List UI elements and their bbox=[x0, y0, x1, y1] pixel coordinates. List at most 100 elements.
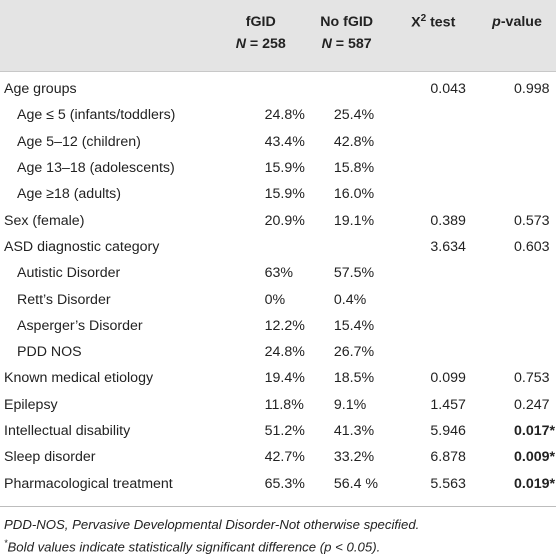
table-body: Age groups 0.043 0.998 Age ≤ 5 (infants/tod… bbox=[0, 72, 556, 497]
cell-x2 bbox=[388, 313, 478, 339]
cell-x2: 0.043 bbox=[430, 81, 466, 98]
cell-fgid: 15.9% bbox=[264, 160, 305, 177]
row-label: ASD diagnostic category bbox=[4, 238, 160, 255]
cell-p-value bbox=[478, 313, 556, 339]
cell-p-value: 0.573 bbox=[514, 212, 550, 229]
cell-x2: 3.634 bbox=[430, 238, 466, 255]
cell-x2 bbox=[388, 102, 478, 128]
cell-p-value bbox=[478, 129, 556, 155]
cell-p-value: 0.998 bbox=[514, 81, 550, 98]
comparison-table: fGID No fGID X2 test p-value N = 258 N =… bbox=[0, 0, 556, 497]
cell-fgid: 12.2% bbox=[264, 317, 305, 334]
cell-p-value bbox=[478, 286, 556, 312]
cell-no-fgid: 26.7% bbox=[333, 344, 375, 361]
header-fgid-n: N = 258 bbox=[235, 36, 286, 52]
cell-no-fgid: 25.4% bbox=[333, 107, 375, 124]
cell-x2: 0.099 bbox=[430, 370, 466, 387]
table-row: ASD diagnostic category 3.634 0.603 bbox=[0, 234, 556, 260]
row-label: Age ≤ 5 (infants/toddlers) bbox=[17, 107, 176, 124]
row-label: PDD NOS bbox=[17, 344, 82, 361]
row-label: Autistic Disorder bbox=[17, 265, 121, 282]
header-p-value: p-value bbox=[492, 14, 542, 30]
cell-fgid: 65.3% bbox=[264, 475, 305, 492]
table-row: Autistic Disorder 63% 57.5% bbox=[0, 260, 556, 286]
cell-p-value: 0.017* bbox=[514, 423, 556, 439]
cell-fgid: 51.2% bbox=[264, 423, 305, 439]
table-row: Age groups 0.043 0.998 bbox=[0, 72, 556, 103]
cell-fgid: 24.8% bbox=[264, 344, 305, 361]
cell-p-value bbox=[478, 181, 556, 207]
cell-p-value: 0.019* bbox=[514, 475, 556, 492]
cell-fgid: 15.9% bbox=[264, 186, 305, 203]
table-row: Asperger’s Disorder 12.2% 15.4% bbox=[0, 313, 556, 339]
row-label: Age ≥18 (adults) bbox=[17, 186, 122, 203]
table-row: Age 5–12 (children) 43.4% 42.8% bbox=[0, 129, 556, 155]
cell-x2: 6.878 bbox=[430, 449, 466, 466]
cell-p-value: 0.009* bbox=[514, 449, 556, 466]
cell-no-fgid bbox=[305, 72, 389, 103]
cell-no-fgid: 0.4% bbox=[333, 291, 367, 308]
table-row: Sleep disorder 42.7% 33.2% 6.878 0.009* bbox=[0, 444, 556, 470]
table-row: Sex (female) 20.9% 19.1% 0.389 0.573 bbox=[0, 207, 556, 233]
cell-p-value bbox=[478, 260, 556, 286]
cell-x2: 5.946 bbox=[430, 423, 466, 439]
cell-x2 bbox=[388, 260, 478, 286]
cell-no-fgid: 19.1% bbox=[333, 212, 375, 229]
table-header: fGID No fGID X2 test p-value N = 258 N =… bbox=[0, 0, 556, 72]
cell-fgid bbox=[217, 234, 305, 260]
row-label: Epilepsy bbox=[4, 396, 58, 413]
cell-fgid: 42.7% bbox=[264, 449, 305, 466]
row-label: Intellectual disability bbox=[4, 423, 131, 439]
cell-no-fgid: 42.8% bbox=[333, 133, 375, 150]
table-row: Age 13–18 (adolescents) 15.9% 15.8% bbox=[0, 155, 556, 181]
table-row: Known medical etiology 19.4% 18.5% 0.099 0.7… bbox=[0, 365, 556, 391]
header-empty bbox=[0, 0, 217, 34]
cell-no-fgid: 15.8% bbox=[333, 160, 375, 177]
table-row: PDD NOS 24.8% 26.7% bbox=[0, 339, 556, 365]
cell-x2: 1.457 bbox=[430, 396, 466, 413]
row-label: Pharmacological treatment bbox=[4, 475, 173, 492]
table-row: Epilepsy 11.8% 9.1% 1.457 0.247 bbox=[0, 392, 556, 418]
cell-fgid: 43.4% bbox=[264, 133, 305, 150]
row-label: Age 5–12 (children) bbox=[17, 133, 141, 150]
row-label: Known medical etiology bbox=[4, 370, 154, 387]
cell-no-fgid: 41.3% bbox=[333, 423, 375, 439]
cell-p-value bbox=[478, 155, 556, 181]
cell-no-fgid bbox=[305, 234, 389, 260]
header-no-fgid: No fGID bbox=[320, 14, 374, 30]
row-label: Sex (female) bbox=[4, 212, 85, 229]
cell-x2: 0.389 bbox=[430, 212, 466, 229]
cell-no-fgid: 15.4% bbox=[333, 317, 375, 334]
cell-no-fgid: 18.5% bbox=[333, 370, 375, 387]
cell-fgid: 19.4% bbox=[264, 370, 305, 387]
cell-fgid bbox=[217, 72, 305, 103]
table-row: Intellectual disability 51.2% 41.3% 5.946 0.… bbox=[0, 418, 556, 444]
cell-no-fgid: 9.1% bbox=[333, 396, 367, 413]
cell-no-fgid: 16.0% bbox=[333, 186, 375, 203]
cell-x2: 5.563 bbox=[430, 475, 466, 492]
note-significance: *Bold values indicate statistically sign… bbox=[4, 538, 381, 555]
table-row: Age ≥18 (adults) 15.9% 16.0% bbox=[0, 181, 556, 207]
cell-x2 bbox=[388, 286, 478, 312]
cell-fgid: 11.8% bbox=[264, 396, 304, 413]
cell-fgid: 20.9% bbox=[264, 212, 305, 229]
cell-p-value bbox=[478, 339, 556, 365]
table-notes: PDD-NOS, Pervasive Developmental Disorde… bbox=[4, 515, 419, 556]
header-no-fgid-n: N = 587 bbox=[321, 36, 372, 52]
row-label: Age groups bbox=[4, 81, 77, 98]
cell-fgid: 63% bbox=[264, 265, 294, 282]
table-row: Rett’s Disorder 0% 0.4% bbox=[0, 286, 556, 312]
cell-x2 bbox=[388, 129, 478, 155]
row-label: Asperger’s Disorder bbox=[17, 317, 143, 334]
cell-p-value: 0.247 bbox=[514, 396, 550, 413]
cell-p-value: 0.753 bbox=[514, 370, 550, 387]
cell-p-value bbox=[478, 102, 556, 128]
header-x2-test: X2 test bbox=[411, 13, 456, 31]
cell-no-fgid: 56.4 % bbox=[333, 475, 379, 492]
cell-fgid: 24.8% bbox=[264, 107, 305, 124]
table-row: Age ≤ 5 (infants/toddlers) 24.8% 25.4% bbox=[0, 102, 556, 128]
bottom-rule bbox=[0, 506, 556, 507]
cell-fgid: 0% bbox=[264, 291, 286, 308]
cell-x2 bbox=[388, 181, 478, 207]
